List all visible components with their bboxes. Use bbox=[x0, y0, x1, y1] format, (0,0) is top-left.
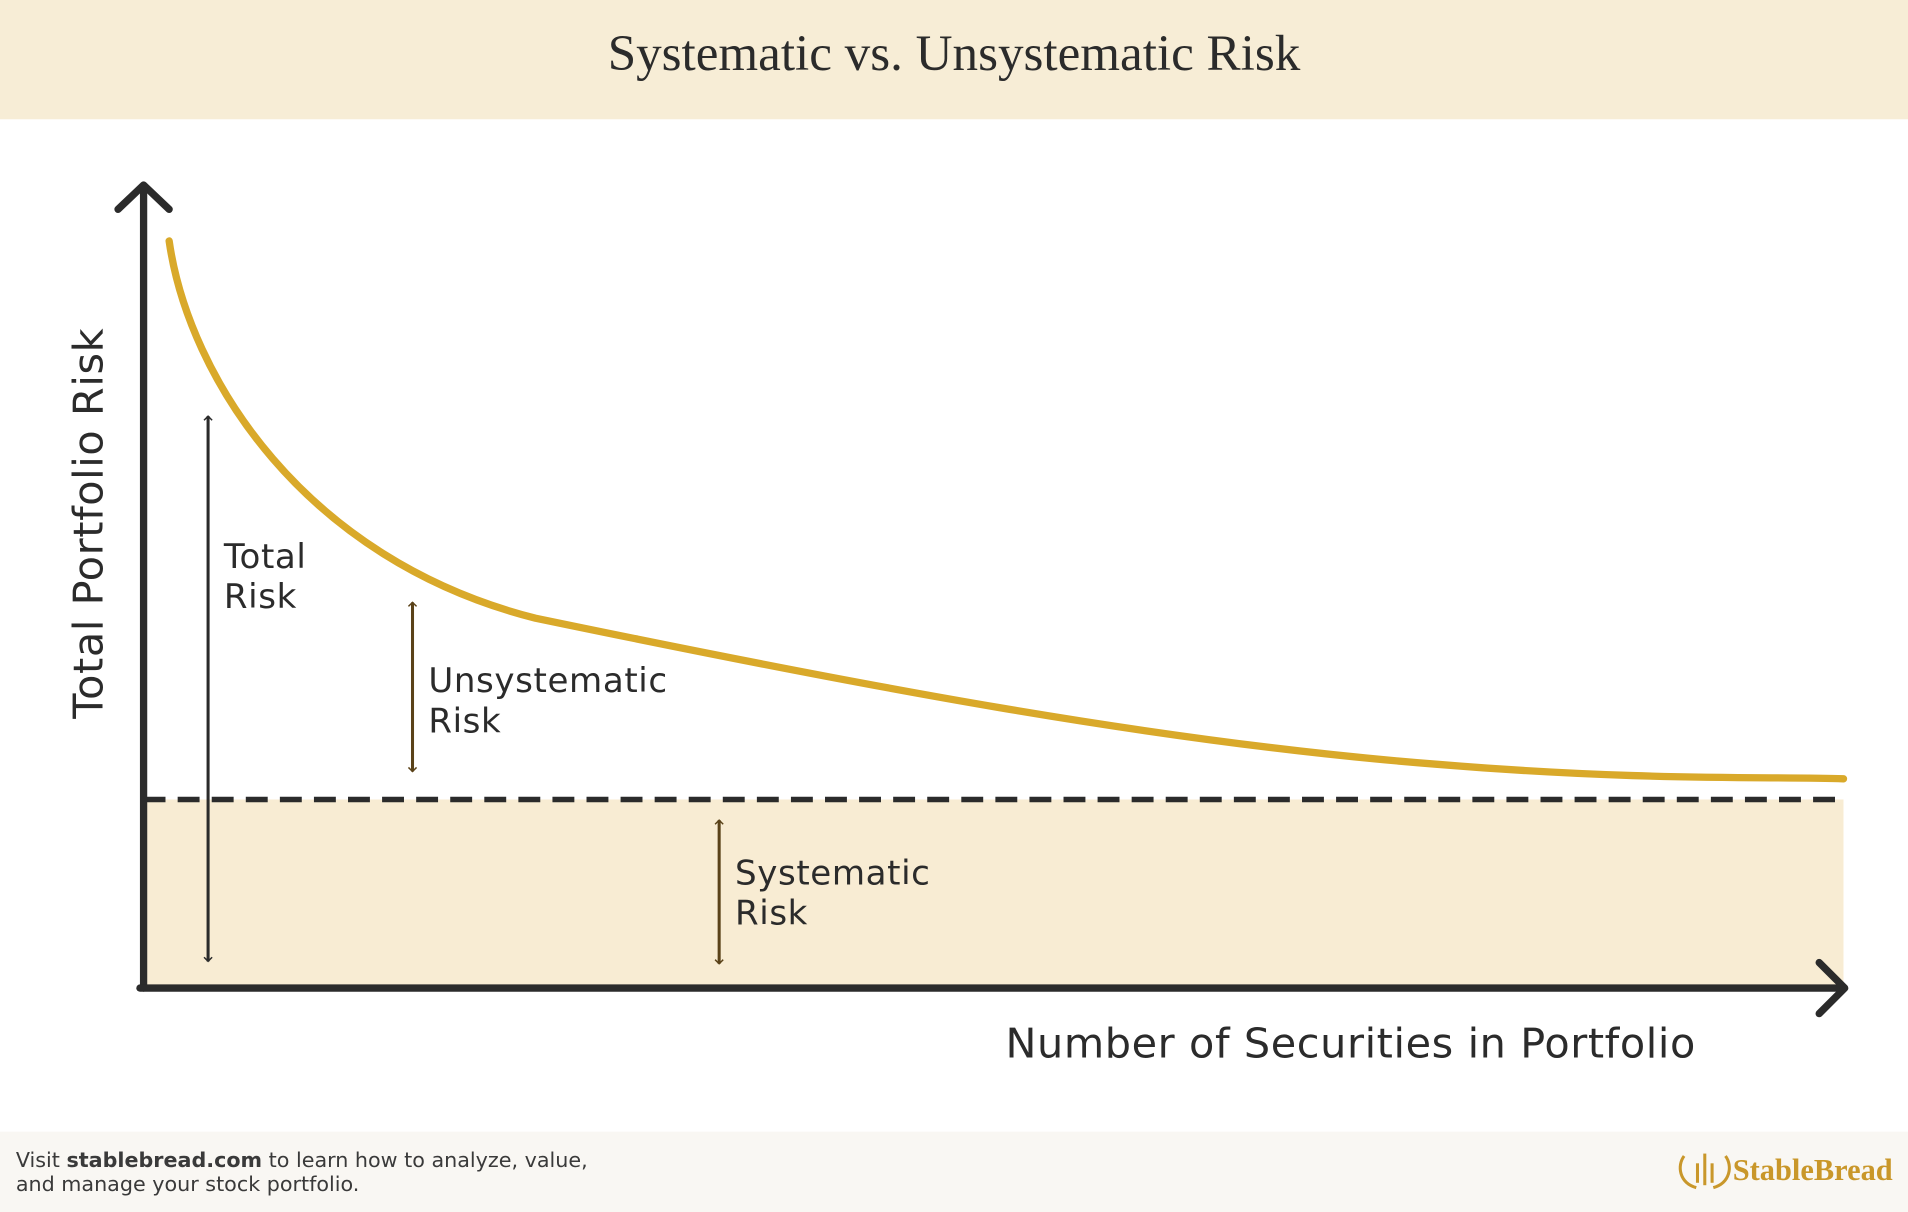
footer-line: and manage your stock portfolio. bbox=[16, 1172, 360, 1196]
footer-band bbox=[0, 1131, 1908, 1212]
annotation-line: Unsystematic bbox=[428, 661, 667, 701]
footer-line: Visit stablebread.com to learn how to an… bbox=[16, 1148, 588, 1172]
annotation-line: Total bbox=[223, 537, 307, 577]
systematic-band bbox=[143, 799, 1844, 989]
x-axis-label: Number of Securities in Portfolio bbox=[1006, 1019, 1696, 1067]
annotation-line: Risk bbox=[735, 894, 808, 934]
y-axis-label: Total Portfolio Risk bbox=[64, 328, 112, 720]
footer-text: to learn how to analyze, value, bbox=[262, 1148, 588, 1172]
x-arrow bbox=[1815, 958, 1849, 1018]
annotation-line: Risk bbox=[428, 701, 501, 741]
brand-name: StableBread bbox=[1733, 1153, 1893, 1187]
title: Systematic vs. Unsystematic Risk bbox=[608, 25, 1301, 82]
axes bbox=[114, 181, 1849, 1018]
footer-link: stablebread.com bbox=[66, 1148, 262, 1172]
annotation-line: Systematic bbox=[735, 853, 931, 893]
header-band bbox=[0, 0, 1908, 120]
logo-icon bbox=[1678, 1153, 1731, 1190]
annotation-line: Risk bbox=[224, 577, 297, 617]
risk-curve bbox=[165, 237, 1848, 783]
footer-text: Visit bbox=[16, 1148, 67, 1172]
